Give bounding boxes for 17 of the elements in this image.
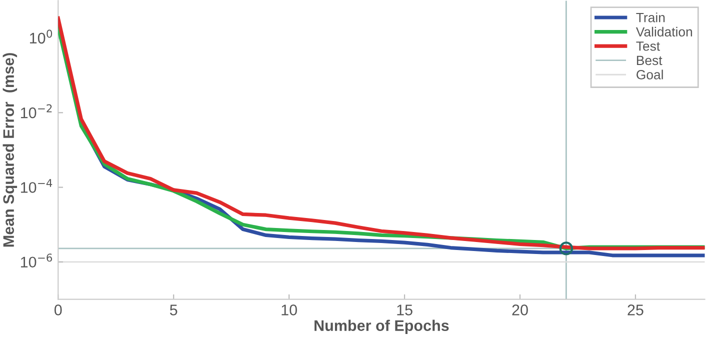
legend-label: Train: [636, 12, 665, 22]
y-tick-label: 10$^{−4}$: [20, 179, 52, 193]
x-tick-label: 10: [282, 304, 297, 316]
x-tick-label: 5: [170, 304, 178, 316]
x-tick-label: 25: [628, 304, 644, 316]
legend-label: Best: [636, 56, 662, 66]
legend-label: Test: [636, 42, 660, 51]
x-tick-label: 0: [54, 304, 62, 316]
y-tick-label: 10$^{0}$: [30, 30, 52, 44]
legend-label: Goal: [636, 70, 663, 80]
x-tick-label: 15: [397, 304, 412, 316]
x-axis-title: Number of Epochs: [314, 320, 449, 334]
y-axis-title: Mean Squared Error (mse): [2, 53, 18, 247]
legend-label: Validation: [636, 26, 692, 37]
y-tick-label: 10$^{−2}$: [20, 104, 52, 118]
x-tick-label: 20: [512, 304, 528, 316]
y-tick-label: 10$^{−6}$: [20, 254, 52, 268]
